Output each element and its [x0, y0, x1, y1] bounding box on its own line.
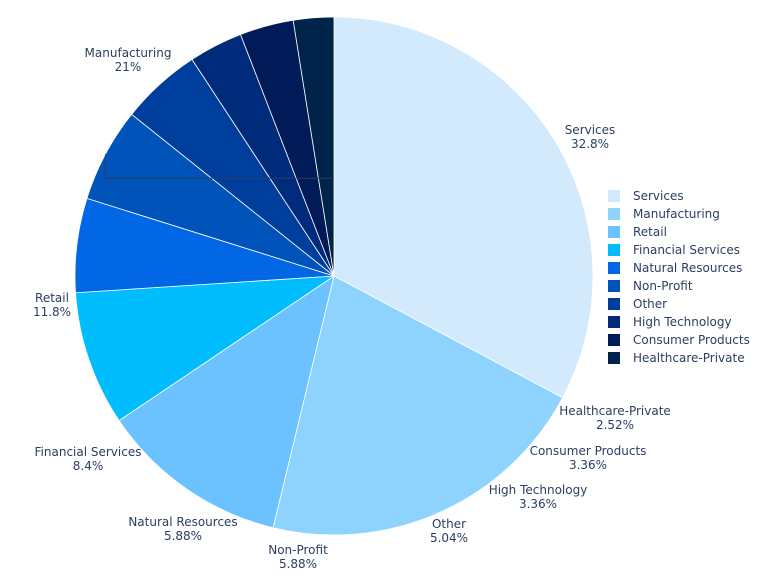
leader-lines: [104, 154, 334, 179]
legend-label: Retail: [633, 225, 667, 239]
legend-label: High Technology: [633, 315, 732, 329]
slice-label-name: Other: [432, 517, 466, 531]
slice-label-percent: 8.4%: [73, 459, 104, 473]
slice-label-percent: 5.04%: [430, 531, 468, 545]
legend-label: Natural Resources: [633, 261, 742, 275]
legend-swatch: [608, 190, 620, 202]
slice-label-percent: 11.8%: [33, 305, 71, 319]
slice-label-percent: 32.8%: [571, 137, 609, 151]
legend-swatch: [608, 208, 620, 220]
slice-label-healthcare-private: Healthcare-Private 2.52%: [559, 404, 671, 432]
slice-label-name: Natural Resources: [128, 515, 237, 529]
slice-label-name: Financial Services: [35, 445, 142, 459]
slice-label-natural-resources: Natural Resources 5.88%: [128, 515, 237, 543]
legend-swatch: [608, 226, 620, 238]
slice-label-high-technology: High Technology 3.36%: [489, 483, 588, 511]
slice-label-name: Consumer Products: [530, 444, 647, 458]
slice-label-name: Healthcare-Private: [559, 404, 671, 418]
legend-item-natural-resources[interactable]: Natural Resources: [608, 261, 742, 275]
legend-item-healthcare-private[interactable]: Healthcare-Private: [608, 351, 745, 365]
slice-labels: Services 32.8%Manufacturing 21%Retail 11.8%…: [33, 46, 671, 571]
legend: Services Manufacturing Retail Financial Ser…: [608, 189, 750, 365]
slice-label-name: Non-Profit: [268, 543, 328, 557]
legend-label: Financial Services: [633, 243, 740, 257]
slice-label-name: High Technology: [489, 483, 588, 497]
legend-item-retail[interactable]: Retail: [608, 225, 667, 239]
pie-slice-retail[interactable]: [118, 275, 335, 529]
legend-item-high-technology[interactable]: High Technology: [608, 315, 732, 329]
pie-slice-manufacturing[interactable]: [272, 275, 564, 536]
slice-label-services: Services 32.8%: [565, 123, 616, 151]
legend-item-other[interactable]: Other: [608, 297, 667, 311]
slice-label-percent: 2.52%: [596, 418, 634, 432]
slice-label-percent: 3.36%: [569, 458, 607, 472]
pie-slice-services[interactable]: [333, 16, 594, 399]
legend-label: Healthcare-Private: [633, 351, 745, 365]
legend-label: Consumer Products: [633, 333, 750, 347]
slice-label-retail: Retail 11.8%: [33, 291, 71, 319]
pie-slice-financial-services[interactable]: [75, 275, 336, 422]
slice-label-name: Retail: [35, 291, 69, 305]
slice-label-name: Services: [565, 123, 616, 137]
legend-swatch: [608, 244, 620, 256]
legend-item-manufacturing[interactable]: Manufacturing: [608, 207, 720, 221]
pie-slice-healthcare-private[interactable]: [292, 16, 335, 277]
slice-label-consumer-products: Consumer Products 3.36%: [530, 444, 647, 472]
legend-swatch: [608, 262, 620, 274]
legend-label: Non-Profit: [633, 279, 693, 293]
slice-label-non-profit: Non-Profit 5.88%: [268, 543, 328, 571]
legend-label: Manufacturing: [633, 207, 720, 221]
slice-label-manufacturing: Manufacturing 21%: [85, 46, 172, 74]
legend-item-financial-services[interactable]: Financial Services: [608, 243, 740, 257]
legend-swatch: [608, 298, 620, 310]
pie-slices: [74, 16, 594, 536]
legend-swatch: [608, 280, 620, 292]
legend-item-non-profit[interactable]: Non-Profit: [608, 279, 693, 293]
slice-label-percent: 3.36%: [519, 497, 557, 511]
slice-label-percent: 21%: [115, 60, 142, 74]
leader-line-non-profit: [104, 154, 334, 179]
slice-label-other: Other 5.04%: [430, 517, 468, 545]
legend-swatch: [608, 316, 620, 328]
legend-label: Services: [633, 189, 684, 203]
slice-label-percent: 5.88%: [164, 529, 202, 543]
legend-item-consumer-products[interactable]: Consumer Products: [608, 333, 750, 347]
slice-label-financial-services: Financial Services 8.4%: [35, 445, 142, 473]
legend-swatch: [608, 352, 620, 364]
slice-label-percent: 5.88%: [279, 557, 317, 571]
legend-item-services[interactable]: Services: [608, 189, 684, 203]
legend-swatch: [608, 334, 620, 346]
slice-label-name: Manufacturing: [85, 46, 172, 60]
legend-label: Other: [633, 297, 667, 311]
